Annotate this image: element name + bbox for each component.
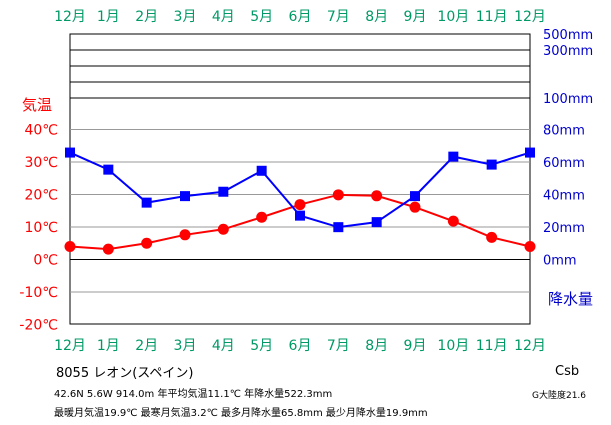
month-label: 6月 <box>289 338 312 354</box>
month-label: 4月 <box>212 9 235 25</box>
precipitation-tick-label: 500mm <box>543 28 593 43</box>
precipitation-point <box>448 151 459 162</box>
precipitation-point <box>141 197 152 208</box>
temperature-tick-label: -10℃ <box>19 285 58 301</box>
month-label: 12月 <box>54 338 86 354</box>
precipitation-tick-label: 0mm <box>543 254 577 269</box>
precipitation-point <box>180 191 190 202</box>
plot-frame <box>69 33 531 325</box>
month-labels-top: 12月 1月 2月 3月 4月 5月 6月 7月 8月 9月 10月 11月 12月 <box>54 9 546 25</box>
month-label: 8月 <box>365 338 388 354</box>
grid <box>69 33 531 325</box>
temperature-point <box>409 201 421 213</box>
station-stats-2: 最暖月気温19.9℃ 最寒月気温3.2℃ 最多月降水量65.8mm 最少月降水量… <box>54 408 428 419</box>
climate-class: Csb <box>555 364 580 379</box>
precipitation-point <box>103 164 114 175</box>
month-label: 6月 <box>289 9 312 25</box>
temperature-tick-label: 10℃ <box>24 220 58 236</box>
precipitation-tick-label: 60mm <box>543 156 585 171</box>
precipitation-axis-label: 降水量 <box>548 290 593 308</box>
temperature-point <box>217 223 229 235</box>
temperature-axis: 40℃ 30℃ 20℃ 10℃ 0℃ -10℃ -20℃ <box>19 123 58 334</box>
month-label: 3月 <box>174 338 197 354</box>
month-label: 10月 <box>437 9 469 25</box>
temperature-point <box>447 215 459 227</box>
month-label: 4月 <box>212 338 235 354</box>
precipitation-point <box>371 217 382 228</box>
precipitation-tick-label: 40mm <box>543 189 585 204</box>
temperature-point <box>294 199 306 211</box>
precipitation-point <box>486 159 497 170</box>
temperature-point <box>371 190 383 202</box>
precipitation-point <box>295 210 305 221</box>
month-label: 9月 <box>404 338 427 354</box>
temperature-point <box>524 241 536 252</box>
precipitation-point <box>410 191 420 202</box>
temperature-tick-label: -20℃ <box>19 318 58 334</box>
month-labels-bottom: 12月 1月 2月 3月 4月 5月 6月 7月 8月 9月 10月 11月 12月 <box>54 338 546 354</box>
month-label: 12月 <box>514 9 546 25</box>
temperature-point <box>141 237 153 249</box>
month-label: 9月 <box>404 9 427 25</box>
station-stats-1: 42.6N 5.6W 914.0m 年平均気温11.1℃ 年降水量522.3mm <box>54 389 333 400</box>
month-label: 11月 <box>476 9 508 25</box>
station-name: 8055 レオン(スペイン) <box>56 366 194 381</box>
precipitation-tick-label: 300mm <box>543 44 593 59</box>
temperature-tick-label: 40℃ <box>24 123 58 139</box>
month-label: 5月 <box>250 338 273 354</box>
month-label: 7月 <box>327 338 350 354</box>
precipitation-point <box>333 222 344 233</box>
temperature-tick-label: 20℃ <box>24 188 58 204</box>
temperature-point <box>102 243 114 255</box>
precipitation-point <box>218 186 229 197</box>
precipitation-tick-label: 20mm <box>543 221 585 236</box>
precipitation-tick-label: 80mm <box>543 124 585 139</box>
month-label: 12月 <box>514 338 546 354</box>
temperature-point <box>64 241 76 252</box>
month-label: 5月 <box>250 9 273 25</box>
month-label: 3月 <box>174 9 197 25</box>
month-label: 8月 <box>365 9 388 25</box>
temperature-point <box>256 211 268 223</box>
temperature-point <box>179 229 191 241</box>
continentality: G大陸度21.6 <box>532 391 587 401</box>
precipitation-point <box>525 147 535 158</box>
month-label: 7月 <box>327 9 350 25</box>
month-label: 2月 <box>135 338 158 354</box>
temperature-axis-label: 気温 <box>22 96 52 114</box>
month-label: 11月 <box>476 338 508 354</box>
month-label: 1月 <box>97 338 120 354</box>
temperature-tick-label: 0℃ <box>33 253 58 269</box>
precipitation-tick-label: 100mm <box>543 92 593 107</box>
month-label: 2月 <box>135 9 158 25</box>
precipitation-point <box>65 147 75 158</box>
month-label: 10月 <box>437 338 469 354</box>
temperature-tick-label: 30℃ <box>24 155 58 171</box>
series <box>64 147 536 255</box>
precipitation-point <box>256 165 267 176</box>
temperature-point <box>486 231 498 243</box>
month-label: 1月 <box>97 9 120 25</box>
temperature-point <box>332 189 344 201</box>
month-label: 12月 <box>54 9 86 25</box>
